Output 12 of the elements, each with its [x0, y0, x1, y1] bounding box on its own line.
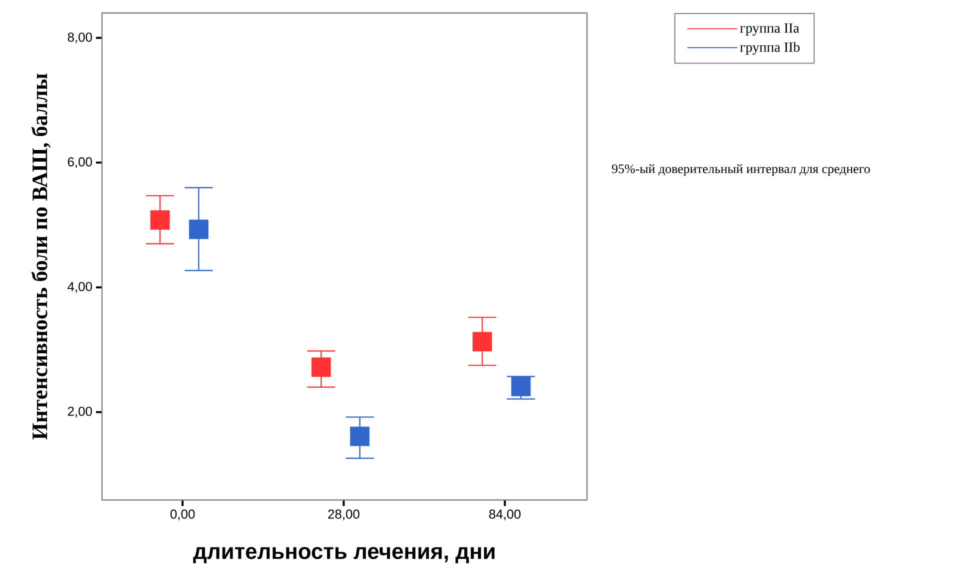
legend-label: группа IIb [740, 42, 800, 55]
y-tick-label: 6,00 [68, 157, 92, 168]
y-tick-label: 2,00 [68, 406, 92, 418]
y-tick-label: 8,00 [68, 32, 92, 44]
text: 95%-ый доверительный интервал для среднего [612, 164, 870, 176]
y-tick-label: 4,00 [68, 282, 92, 293]
legend-label: группа IIa [740, 23, 800, 36]
x-tick-label: 28,00 [328, 510, 360, 520]
x-axis-title: длительность лечения, дни [193, 547, 494, 564]
x-tick-label: 84,00 [489, 510, 521, 520]
x-tick-label: 0,00 [170, 510, 195, 520]
y-axis-title: Интенсивность боли по ВАШ, баллы [31, 74, 50, 440]
